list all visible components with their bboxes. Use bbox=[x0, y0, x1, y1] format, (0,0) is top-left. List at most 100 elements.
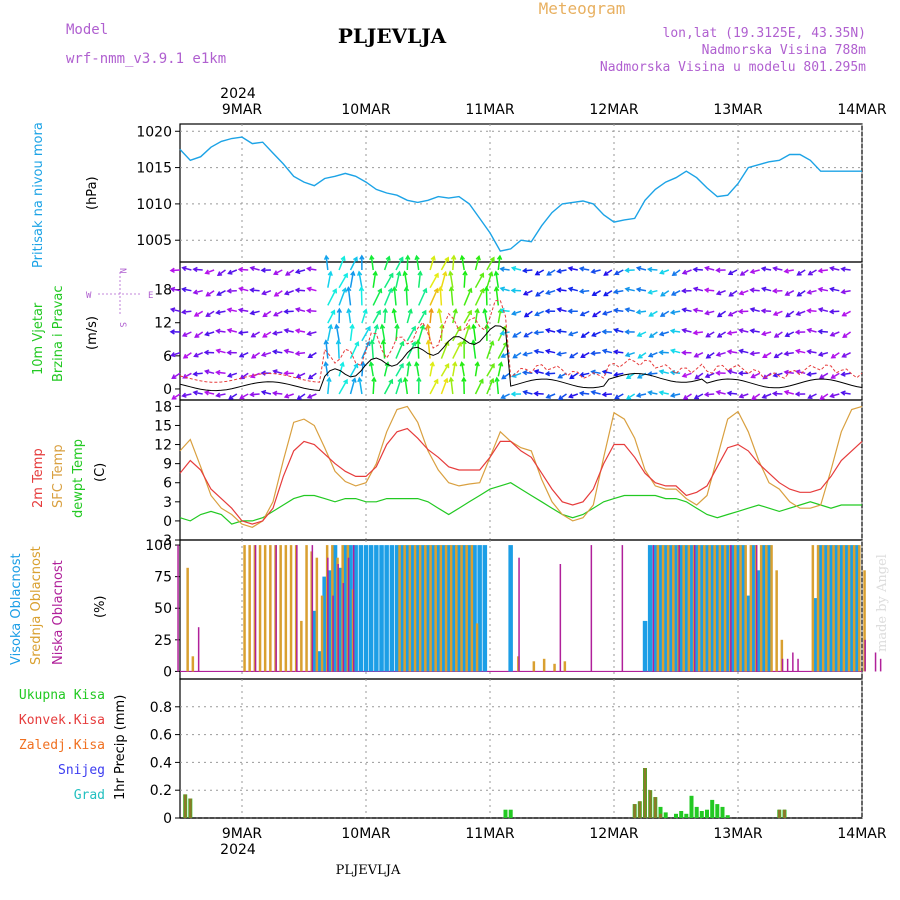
cloud-bar bbox=[658, 545, 663, 672]
wind-arrow bbox=[614, 328, 624, 333]
wind-arrow bbox=[370, 256, 374, 271]
wind-arrow-head bbox=[739, 271, 745, 276]
cloud-bar bbox=[816, 545, 820, 672]
tick-label: 6 bbox=[163, 476, 172, 492]
wind-arrow bbox=[406, 341, 416, 359]
wind-arrow-head bbox=[204, 269, 210, 275]
wind-arrow-head bbox=[658, 390, 664, 396]
elevation-label: Nadmorska Visina 788m bbox=[702, 43, 867, 58]
cloud-bar bbox=[436, 545, 441, 672]
wind-arrow-head bbox=[624, 286, 630, 293]
wind-arrow-head bbox=[452, 308, 458, 314]
precip-bar bbox=[508, 809, 513, 818]
cloud-bar bbox=[689, 545, 694, 672]
wind-arrow-head bbox=[489, 256, 495, 262]
precip-panel: Ukupna Kisa Konvek.Kisa Zaledj.Kisa Snij… bbox=[19, 688, 862, 827]
cloud-bar bbox=[289, 545, 293, 672]
wind-arrow bbox=[512, 372, 522, 378]
precip-bar bbox=[188, 798, 192, 818]
wind-arrow bbox=[227, 329, 237, 333]
wind-arrow bbox=[569, 372, 579, 379]
wind-arrow bbox=[569, 393, 579, 398]
wind-arrow bbox=[372, 377, 375, 395]
wind-arrow-head bbox=[556, 328, 562, 334]
wind-arrow bbox=[523, 390, 533, 395]
wind-arrow-head bbox=[737, 370, 744, 377]
temp-ylabel-2m: 2m Temp bbox=[31, 448, 46, 508]
cloud-bar bbox=[508, 545, 513, 672]
cloud-unit: (%) bbox=[93, 596, 108, 619]
cloud-bar bbox=[765, 545, 768, 672]
wind-arrow-head bbox=[482, 307, 488, 314]
wind-arrow bbox=[818, 288, 829, 292]
wind-arrow bbox=[739, 329, 749, 333]
precip-bar bbox=[633, 804, 637, 818]
cloud-bar bbox=[668, 545, 674, 672]
wind-arrow bbox=[463, 271, 466, 288]
wind-arrow-head bbox=[523, 332, 529, 338]
wind-arrow bbox=[693, 268, 703, 271]
wind-arrow-head bbox=[510, 287, 516, 294]
wind-arrow bbox=[682, 308, 692, 313]
wind-arrow-head bbox=[635, 286, 642, 293]
cloud-bar bbox=[811, 545, 815, 672]
wind-arrow-head bbox=[489, 377, 495, 384]
wind-arrow bbox=[841, 268, 851, 271]
wind-arrow bbox=[194, 352, 204, 357]
wind-arrow-head bbox=[192, 289, 199, 295]
wind-arrow bbox=[383, 273, 394, 289]
cloud-bar bbox=[652, 545, 655, 672]
wind-arrow-head bbox=[425, 323, 431, 329]
cloud-bar bbox=[740, 545, 746, 672]
wind-arrow-head bbox=[771, 390, 778, 397]
wind-arrow bbox=[671, 393, 681, 397]
wind-arrow bbox=[797, 290, 806, 297]
wind-arrow-head bbox=[192, 266, 198, 273]
wind-arrow-head bbox=[578, 288, 585, 294]
cloud-bar bbox=[353, 545, 358, 672]
wind-arrow bbox=[706, 352, 715, 359]
wind-arrow bbox=[372, 288, 382, 306]
wind-arrow bbox=[535, 269, 545, 276]
wind-arrow-head bbox=[749, 328, 755, 334]
wind-arrow-head bbox=[715, 267, 721, 273]
wind-arrow-head bbox=[704, 373, 710, 379]
wind-arrow-head bbox=[448, 270, 454, 276]
cloud-bar bbox=[441, 545, 446, 672]
wind-arrow bbox=[807, 372, 817, 376]
wind-arrow-head bbox=[533, 390, 539, 397]
cloud-bar bbox=[254, 545, 257, 672]
wind-arrow bbox=[762, 352, 772, 358]
wind-arrow-head bbox=[703, 391, 710, 398]
wind-arrow bbox=[659, 370, 669, 375]
tick-label: 50 bbox=[154, 601, 172, 617]
wind-arrow-head bbox=[828, 308, 835, 315]
bottom-day-label: 12MAR bbox=[589, 826, 638, 842]
compass-south: S bbox=[117, 322, 127, 327]
wind-arrow-head bbox=[474, 361, 480, 367]
wind-arrow-head bbox=[283, 290, 290, 296]
precip-bar bbox=[643, 768, 647, 818]
wind-arrow-head bbox=[407, 308, 413, 314]
precip-bar bbox=[699, 811, 704, 818]
wind-arrow-head bbox=[544, 308, 550, 314]
cloud-bar bbox=[797, 658, 799, 672]
wind-arrow bbox=[750, 269, 760, 273]
cloud-bar bbox=[693, 545, 696, 672]
cloud-bar bbox=[720, 545, 725, 672]
wind-arrow bbox=[239, 287, 249, 292]
wind-arrow bbox=[485, 287, 488, 306]
cloud-bar bbox=[296, 545, 298, 672]
wind-arrow-head bbox=[613, 327, 619, 334]
wind-arrow-head bbox=[399, 340, 405, 347]
wind-arrow-head bbox=[591, 331, 597, 337]
wind-arrow bbox=[705, 266, 715, 271]
wind-arrow bbox=[706, 331, 715, 338]
wind-arrow-head bbox=[841, 311, 847, 317]
wind-arrow bbox=[417, 325, 425, 342]
cloud-bar bbox=[482, 545, 488, 672]
precip-bar bbox=[684, 813, 689, 818]
wind-arrow-head bbox=[391, 286, 398, 292]
wind-arrow bbox=[349, 257, 358, 271]
wind-arrow bbox=[347, 287, 352, 306]
